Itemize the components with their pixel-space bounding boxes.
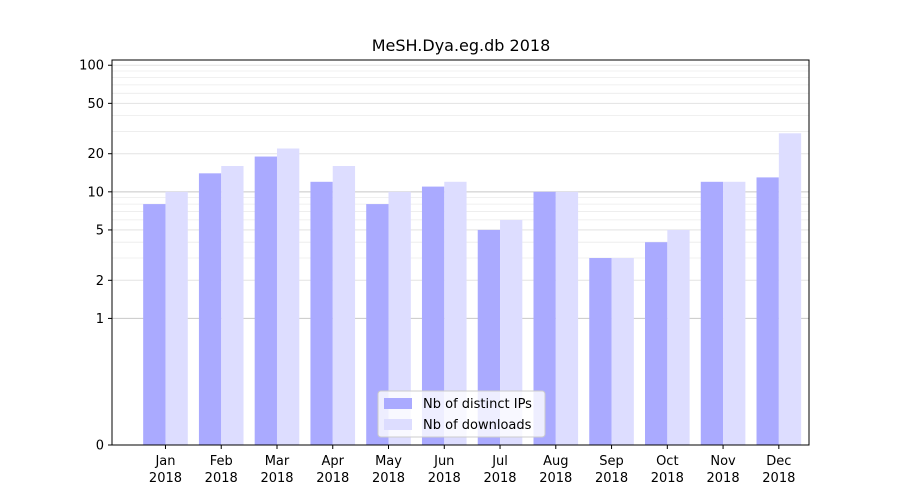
- bar-downloads: [332, 165, 356, 446]
- bar-downloads: [444, 181, 467, 445]
- x-tick-label-month: Jun: [433, 454, 454, 469]
- x-tick-label-month: Oct: [656, 454, 678, 469]
- bar-downloads: [221, 165, 244, 446]
- bar-distinct-ips: [143, 204, 166, 445]
- bar-downloads: [165, 191, 188, 445]
- y-tick-label: 1: [96, 312, 104, 327]
- x-tick-label-year: 2018: [260, 471, 293, 486]
- y-tick-label: 10: [87, 185, 104, 200]
- bar-distinct-ips: [700, 181, 724, 445]
- legend-label: Nb of distinct IPs: [423, 397, 532, 412]
- legend-swatch: [384, 419, 412, 430]
- x-tick-label-year: 2018: [372, 471, 405, 486]
- x-tick-label-month: Sep: [599, 454, 624, 469]
- y-tick-label: 20: [87, 147, 104, 162]
- bar-distinct-ips: [533, 191, 556, 445]
- bar-distinct-ips: [589, 258, 612, 445]
- bar-downloads: [276, 148, 300, 445]
- x-tick-label-year: 2018: [651, 471, 684, 486]
- bar-distinct-ips: [756, 177, 779, 446]
- y-axis: 0 1 2 5 10 20 50 100: [79, 59, 112, 454]
- legend-box: [377, 390, 546, 438]
- x-tick-label-month: Jan: [154, 454, 175, 469]
- y-tick-label: 50: [87, 97, 104, 112]
- bar-downloads: [723, 181, 746, 445]
- x-tick-label-year: 2018: [483, 471, 516, 486]
- x-tick-label-month: Aug: [543, 454, 568, 469]
- bar-downloads: [388, 191, 411, 445]
- bar-distinct-ips: [366, 204, 389, 445]
- x-tick-label-year: 2018: [539, 471, 572, 486]
- y-tick-label: 5: [96, 223, 104, 238]
- x-tick-label-month: Apr: [322, 454, 345, 469]
- x-tick-label-year: 2018: [762, 471, 795, 486]
- x-tick-label-month: Dec: [766, 454, 791, 469]
- bar-downloads: [611, 258, 634, 445]
- y-tick-label: 2: [96, 274, 104, 289]
- y-tick-label: 100: [79, 59, 104, 74]
- legend-swatch: [384, 398, 412, 409]
- bar-distinct-ips: [310, 181, 333, 445]
- x-tick-label-month: Feb: [210, 454, 233, 469]
- x-tick-label-month: Mar: [265, 454, 290, 469]
- x-tick-label-year: 2018: [149, 471, 182, 486]
- x-tick-label-year: 2018: [595, 471, 628, 486]
- bar-distinct-ips: [198, 173, 222, 445]
- legend-label: Nb of downloads: [423, 418, 532, 433]
- bar-distinct-ips: [254, 156, 277, 446]
- bar-distinct-ips: [645, 242, 668, 445]
- bars: [143, 133, 802, 446]
- x-axis: Jan 2018 Feb 2018 Mar 2018 Apr 2018 May 2018 Jun 20…: [149, 445, 795, 486]
- chart-title: MeSH.Dya.eg.db 2018: [372, 36, 551, 55]
- x-tick-label-year: 2018: [205, 471, 238, 486]
- bar-downloads: [778, 133, 802, 445]
- legend: Nb of distinct IPs Nb of downloads: [377, 390, 546, 438]
- bar-downloads: [555, 191, 579, 445]
- bar-downloads: [667, 229, 690, 445]
- bar-distinct-ips: [421, 186, 445, 446]
- x-tick-label-year: 2018: [316, 471, 349, 486]
- x-tick-label-year: 2018: [707, 471, 740, 486]
- plot-frame: [111, 59, 810, 446]
- x-tick-label-month: Nov: [710, 454, 736, 469]
- bar-downloads: [500, 219, 523, 445]
- x-tick-label-month: May: [375, 454, 402, 469]
- x-tick-label-year: 2018: [428, 471, 461, 486]
- y-tick-label: 0: [96, 439, 104, 454]
- x-tick-label-month: Jul: [491, 454, 508, 469]
